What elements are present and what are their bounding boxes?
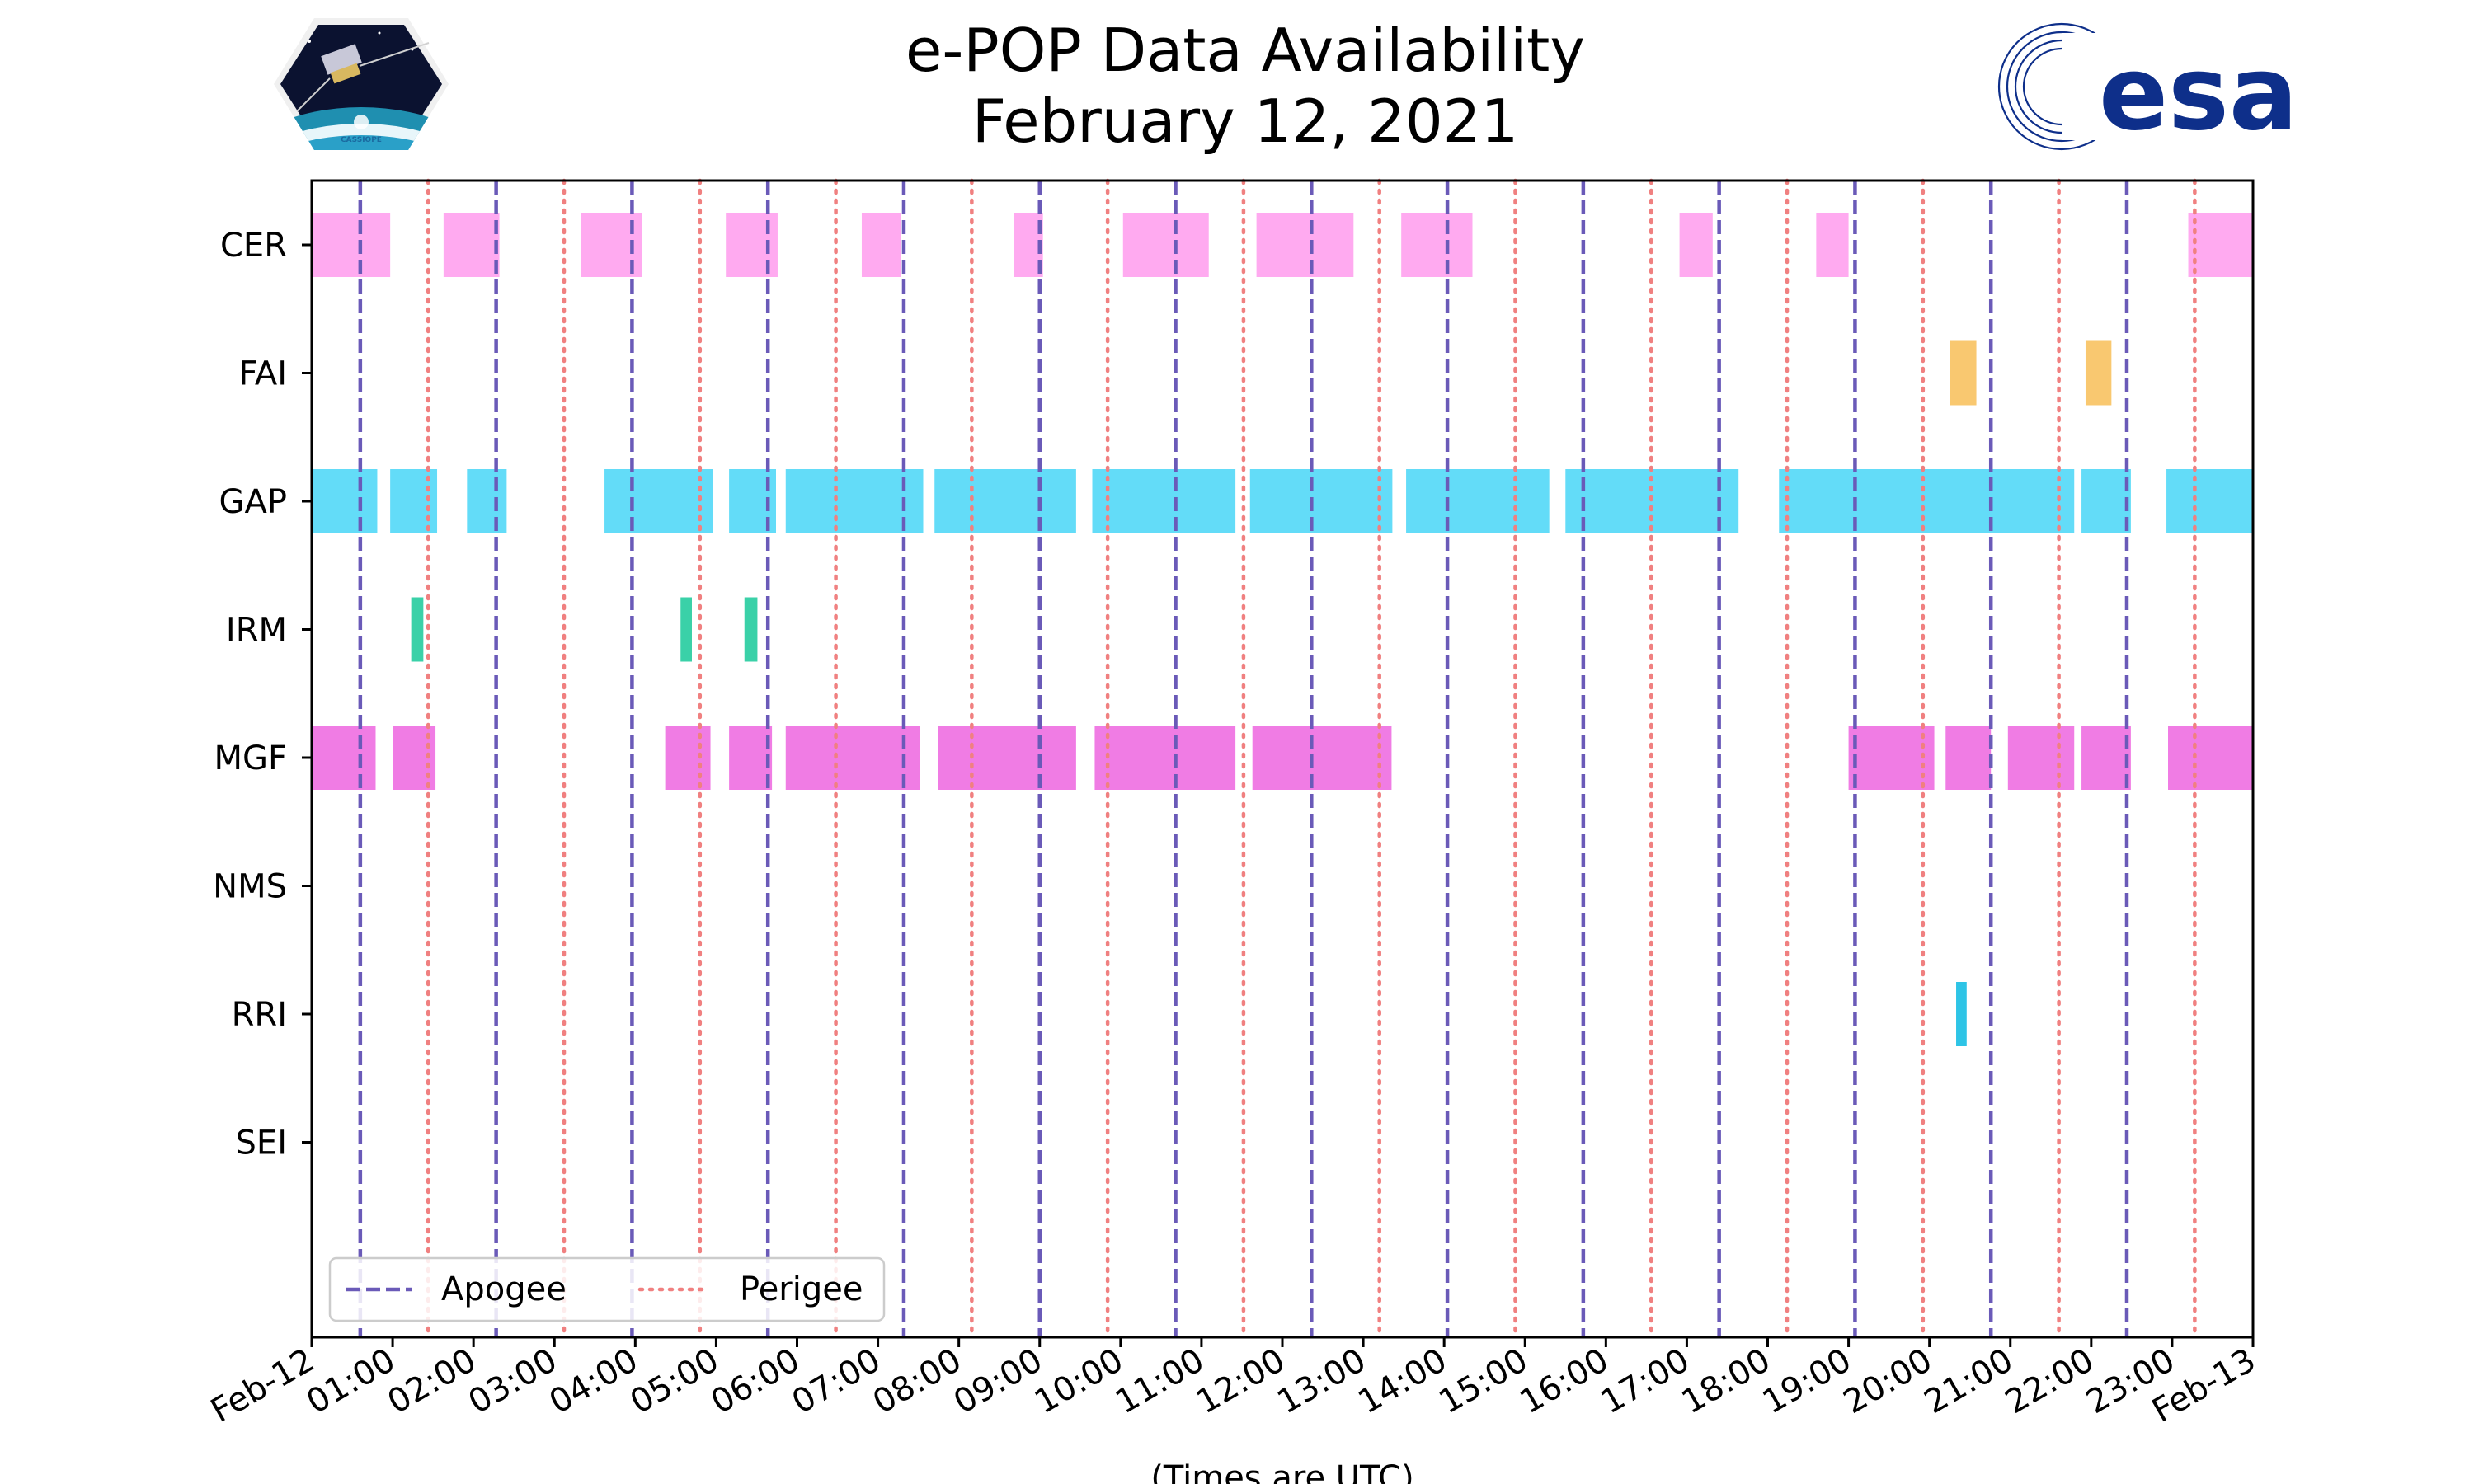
bar-mgf-0 [312,726,376,790]
bar-mgf-4 [785,726,920,790]
y-tick-label-rri: RRI [232,996,287,1034]
x-tick-label-11: 11:00 [1109,1341,1211,1421]
legend: Apogee Perigee [328,1256,886,1322]
bar-mgf-6 [1094,726,1236,790]
y-tick-label-cer: CER [220,227,287,265]
bar-gap-8 [1249,469,1393,533]
x-tick-label-12: 12:00 [1190,1341,1291,1421]
bar-cer-9 [1679,213,1713,277]
x-tick-label-1: 01:00 [300,1341,402,1421]
chart-title: e-POP Data Availability [905,16,1585,85]
cassiope-logo-text: CASSIOPE [341,136,382,144]
bar-cer-1 [443,213,500,277]
bar-cer-3 [726,213,778,277]
x-tick-label-7: 07:00 [786,1341,887,1421]
x-axis-label: (Times are UTC) [1150,1459,1413,1484]
x-tick-label-0: Feb-12 [205,1341,321,1430]
y-tick-label-sei: SEI [236,1125,287,1162]
y-axis: CER FAI GAP IRM MGF NMS RRI SEI [213,227,312,1162]
bar-gap-12 [2081,469,2131,533]
bar-cer-4 [861,213,901,277]
x-tick-label-20: 20:00 [1837,1341,1939,1421]
bar-gap-5 [785,469,924,533]
x-tick-label-4: 04:00 [543,1341,644,1421]
esa-logo: esa [1997,22,2298,153]
bar-rri-0 [1956,982,1967,1046]
legend-perigee-label: Perigee [740,1270,863,1308]
bar-mgf-7 [1252,726,1392,790]
cassiope-logo: CASSIOPE [274,18,449,150]
bar-cer-7 [1256,213,1354,277]
y-tick-label-gap: GAP [219,483,287,521]
y-tick-label-irm: IRM [226,612,287,650]
bar-irm-1 [680,597,692,662]
bar-mgf-3 [729,726,773,790]
x-tick-label-2: 02:00 [381,1341,482,1421]
orbit-markers [358,178,2197,1340]
bar-irm-0 [411,597,424,662]
bar-mgf-11 [2081,726,2131,790]
bar-fai-1 [2085,340,2112,406]
x-tick-label-5: 05:00 [624,1341,726,1421]
bar-gap-3 [604,469,713,533]
x-tick-label-13: 13:00 [1271,1341,1372,1421]
esa-logo-text: esa [2099,35,2298,153]
bar-mgf-8 [1848,726,1935,790]
bar-mgf-9 [1945,726,1992,790]
bar-mgf-12 [2168,726,2253,790]
bar-gap-7 [1092,469,1236,533]
y-tick-label-nms: NMS [213,868,287,906]
bar-cer-0 [312,213,391,277]
y-tick-label-fai: FAI [239,355,288,393]
x-tick-label-14: 14:00 [1352,1341,1453,1421]
bar-gap-13 [2166,469,2253,533]
bar-mgf-10 [2007,726,2075,790]
bar-gap-6 [934,469,1076,533]
x-tick-label-17: 17:00 [1595,1341,1696,1421]
bar-cer-11 [2188,213,2253,277]
x-tick-label-6: 06:00 [705,1341,807,1421]
x-tick-label-15: 15:00 [1432,1341,1534,1421]
availability-bars [312,213,2253,1046]
x-tick-label-21: 21:00 [1918,1341,2020,1421]
x-tick-label-9: 09:00 [948,1341,1049,1421]
bar-gap-0 [312,469,378,533]
x-tick-label-19: 19:00 [1757,1341,1858,1421]
bar-gap-9 [1406,469,1550,533]
x-tick-label-16: 16:00 [1513,1341,1615,1421]
x-tick-label-3: 03:00 [462,1341,563,1421]
chart-subtitle: February 12, 2021 [972,87,1519,156]
bar-mgf-5 [938,726,1076,790]
bar-cer-8 [1401,213,1473,277]
legend-box [328,1256,886,1322]
bar-gap-11 [1779,469,2075,533]
bar-irm-2 [744,597,758,662]
x-axis: Feb-1201:0002:0003:0004:0005:0006:0007:0… [205,1337,2262,1430]
x-tick-label-8: 08:00 [867,1341,968,1421]
bar-gap-2 [467,469,507,533]
bar-gap-1 [390,469,438,533]
bar-cer-10 [1816,213,1849,277]
x-tick-label-10: 10:00 [1028,1341,1130,1421]
legend-apogee-label: Apogee [441,1270,567,1308]
bar-fai-0 [1950,340,1977,406]
y-tick-label-mgf: MGF [214,740,287,777]
x-tick-label-18: 18:00 [1676,1341,1777,1421]
bar-cer-6 [1122,213,1209,277]
bar-mgf-2 [665,726,711,790]
x-tick-label-22: 22:00 [1999,1341,2100,1421]
